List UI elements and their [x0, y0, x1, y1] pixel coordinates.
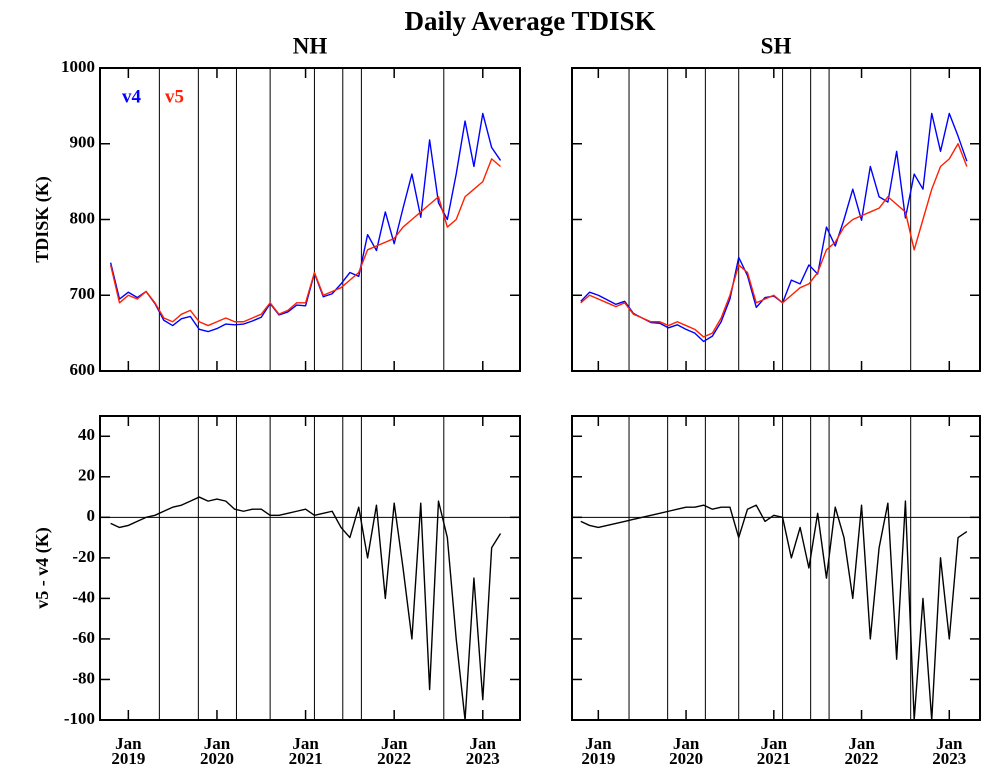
series-line	[580, 500, 968, 720]
plot-area	[100, 416, 520, 720]
chart-title: Daily Average TDISK	[404, 6, 655, 36]
plot-area	[580, 68, 968, 371]
y-tick-label: -40	[72, 587, 95, 606]
plot-area	[109, 68, 502, 371]
y-tick-label: -60	[72, 628, 95, 647]
y-tick-label: 700	[70, 284, 96, 303]
y-tick-label: 40	[78, 425, 95, 444]
legend-entry: v4	[122, 86, 142, 107]
series-line	[110, 496, 502, 720]
x-tick-label: Jan 2020	[669, 734, 704, 768]
panel-title: NH	[293, 33, 328, 58]
x-tick-label: Jan 2020	[199, 734, 234, 768]
y-tick-label: 600	[70, 360, 96, 379]
y-tick-label: 1000	[61, 57, 95, 76]
x-tick-label: Jan 2022	[844, 734, 879, 768]
x-tick-label: Jan 2023	[465, 734, 500, 768]
x-tick-label: Jan 2021	[288, 734, 323, 768]
plot-frame	[571, 415, 981, 721]
legend-entry: v5	[165, 86, 184, 107]
plot-area	[572, 416, 980, 720]
y-tick-label: 800	[70, 208, 96, 227]
series-line	[580, 143, 968, 338]
x-tick-label: Jan 2021	[756, 734, 791, 768]
y-tick-label: -20	[72, 547, 95, 566]
y-tick-label: -100	[64, 709, 95, 728]
y-axis-label: TDISK (K)	[32, 176, 53, 263]
series-line	[109, 158, 501, 327]
plot-frame	[99, 415, 521, 721]
plot-frame	[571, 67, 981, 372]
y-tick-label: -80	[72, 668, 95, 687]
series-line	[109, 112, 502, 333]
y-tick-label: 900	[70, 133, 96, 152]
x-tick-label: Jan 2019	[581, 734, 616, 768]
x-tick-label: Jan 2022	[377, 734, 412, 768]
y-tick-label: 0	[87, 506, 96, 525]
panel-title: SH	[761, 33, 792, 58]
y-axis-label: v5 - v4 (K)	[32, 527, 53, 608]
x-tick-label: Jan 2023	[932, 734, 967, 768]
plot-frame	[99, 67, 521, 372]
x-tick-label: Jan 2019	[111, 734, 146, 768]
y-tick-label: 20	[78, 466, 95, 485]
